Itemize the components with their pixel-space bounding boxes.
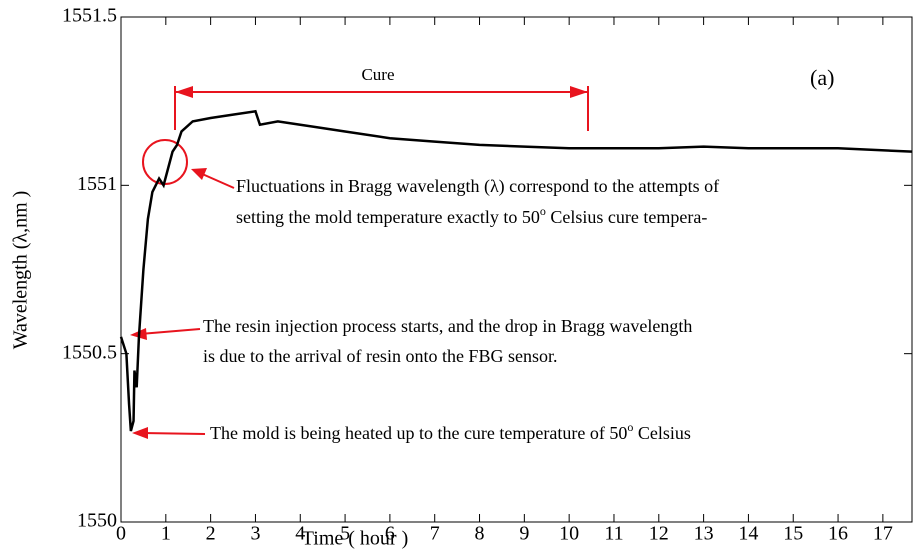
y-tick-label: 1551 [77, 173, 117, 195]
annotation: The resin injection process starts, and … [203, 316, 692, 336]
annotation: The mold is being heated up to the cure … [210, 420, 691, 443]
y-tick-label: 1551.5 [62, 5, 117, 27]
x-tick-label: 11 [604, 523, 623, 545]
annotation-text: setting the mold temperature exactly to … [236, 207, 540, 227]
cure-label: Cure [361, 65, 394, 84]
x-tick-label: 13 [694, 523, 714, 545]
x-tick-label: 0 [116, 523, 126, 545]
annotation-text: The mold is being heated up to the cure … [210, 423, 627, 443]
x-tick-label: 6 [385, 523, 395, 545]
annotation-sup: o [627, 420, 633, 434]
data-line [119, 109, 913, 432]
annotation-tail: Celsius cure tempera- [546, 207, 707, 227]
x-tick-label: 17 [873, 523, 893, 545]
x-tick-label: 2 [206, 523, 216, 545]
annotation-arrows [130, 86, 589, 439]
x-tick-label: 1 [161, 523, 171, 545]
y-tick-label: 1550 [77, 510, 117, 532]
x-tick-label: 15 [783, 523, 803, 545]
x-tick-label: 16 [828, 523, 848, 545]
x-tick-label: 10 [559, 523, 579, 545]
y-tick-label: 1550.5 [62, 341, 117, 363]
x-tick-label: 5 [340, 523, 350, 545]
x-tick-label: 4 [295, 523, 305, 545]
x-tick-label: 7 [430, 523, 440, 545]
x-tick-label: 12 [649, 523, 669, 545]
x-tick-label: 14 [738, 523, 758, 545]
x-tick-label: 3 [250, 523, 260, 545]
panel-label: (a) [810, 65, 834, 90]
annotation-sup: o [540, 204, 546, 218]
annotation: is due to the arrival of resin onto the … [203, 346, 557, 366]
x-tick-label: 9 [519, 523, 529, 545]
y-axis-label: Wavelength (λ,nm ) [10, 191, 32, 350]
annotation-tail: Celsius [633, 423, 691, 443]
annotation: Fluctuations in Bragg wavelength (λ) cor… [236, 176, 719, 197]
plot-frame [120, 16, 913, 523]
x-tick-label: 8 [475, 523, 485, 545]
x-axis-label: Time ( hour ) [302, 528, 408, 550]
annotation: setting the mold temperature exactly to … [236, 204, 707, 227]
